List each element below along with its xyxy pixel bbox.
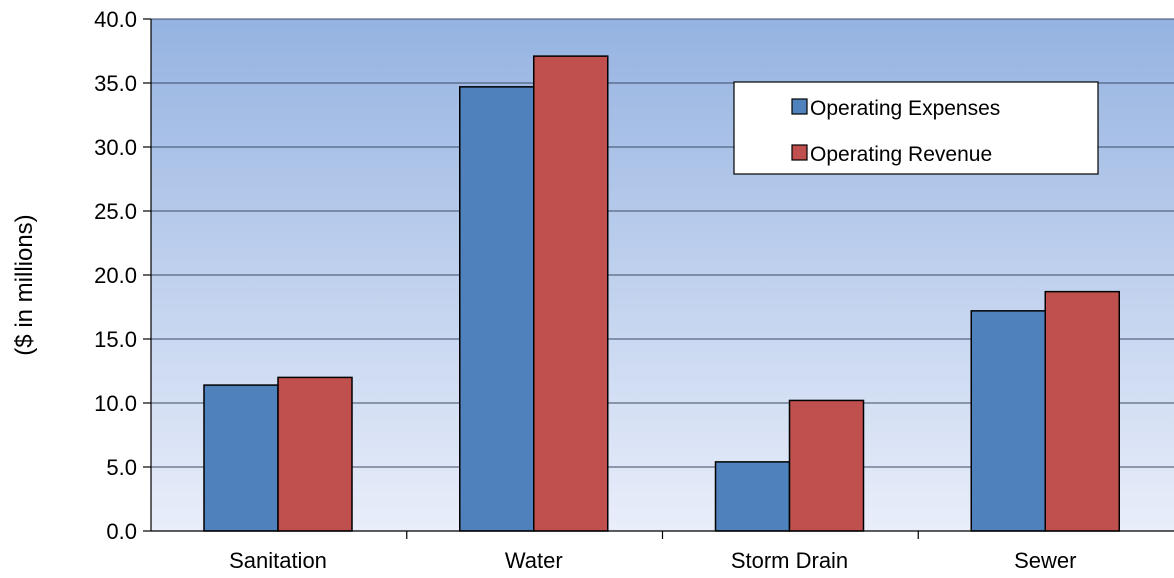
x-tick-label: Sanitation bbox=[229, 548, 327, 573]
legend-swatch bbox=[791, 144, 808, 161]
bar-operating-expenses-water bbox=[459, 86, 535, 532]
bar-operating-revenue-water bbox=[533, 55, 609, 532]
y-tick-label: 10.0 bbox=[94, 391, 137, 416]
bar-operating-revenue-sanitation bbox=[277, 376, 353, 532]
y-tick-label: 15.0 bbox=[94, 327, 137, 352]
legend-label: Operating Expenses bbox=[810, 97, 1000, 120]
legend: Operating Expenses Operating Revenue bbox=[733, 81, 1099, 175]
bar-operating-revenue-storm-drain bbox=[788, 399, 865, 532]
y-tick-label: 40.0 bbox=[94, 7, 137, 32]
bar-operating-expenses-sewer bbox=[970, 310, 1046, 532]
labels: 0.0 5.0 10.0 15.0 20.0 25.0 30.0 35.0 40.0 Sanita… bbox=[94, 7, 1076, 573]
bar-operating-expenses-storm-drain bbox=[714, 461, 791, 532]
y-tick-label: 35.0 bbox=[94, 71, 137, 96]
bar-operating-revenue-sewer bbox=[1044, 290, 1120, 532]
legend-label: Operating Revenue bbox=[810, 143, 992, 166]
x-tick-label: Storm Drain bbox=[731, 548, 848, 573]
axes bbox=[143, 18, 1174, 539]
y-tick-label: 0.0 bbox=[106, 519, 137, 544]
legend-swatch bbox=[791, 98, 808, 115]
y-tick-label: 20.0 bbox=[94, 263, 137, 288]
y-axis-title: ($ in millions) bbox=[11, 214, 38, 355]
y-tick-label: 5.0 bbox=[106, 455, 137, 480]
bar-operating-expenses-sanitation bbox=[203, 384, 279, 532]
x-tick-label: Sewer bbox=[1014, 548, 1076, 573]
y-tick-label: 30.0 bbox=[94, 135, 137, 160]
x-tick-label: Water bbox=[505, 548, 563, 573]
bars bbox=[203, 55, 1120, 532]
y-tick-label: 25.0 bbox=[94, 199, 137, 224]
